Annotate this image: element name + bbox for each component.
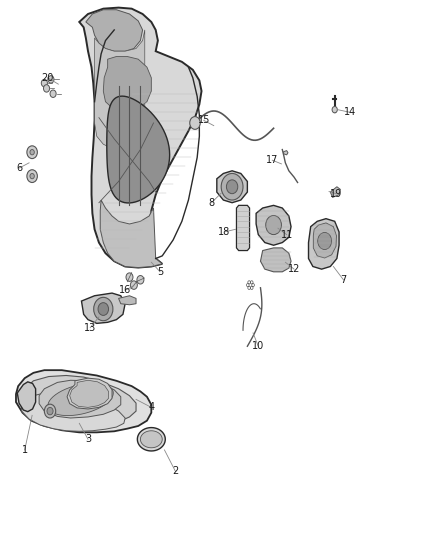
Circle shape <box>43 85 49 92</box>
Polygon shape <box>138 427 165 451</box>
Circle shape <box>94 297 113 321</box>
Circle shape <box>190 117 200 130</box>
Circle shape <box>27 146 37 159</box>
Text: 17: 17 <box>266 155 279 165</box>
Text: 6: 6 <box>16 163 22 173</box>
Circle shape <box>30 173 34 179</box>
Text: 14: 14 <box>344 107 356 117</box>
Polygon shape <box>67 378 112 409</box>
Text: 11: 11 <box>281 230 293 240</box>
Polygon shape <box>141 431 162 448</box>
Text: 1: 1 <box>21 445 28 455</box>
Polygon shape <box>21 375 136 426</box>
Circle shape <box>226 180 238 193</box>
Polygon shape <box>16 370 151 432</box>
Text: 12: 12 <box>288 264 300 274</box>
Circle shape <box>48 76 54 83</box>
Text: 3: 3 <box>85 434 91 445</box>
Text: 10: 10 <box>252 341 265 351</box>
Text: 19: 19 <box>330 189 342 199</box>
Polygon shape <box>330 187 340 197</box>
Text: 2: 2 <box>172 466 178 476</box>
Text: 16: 16 <box>119 286 131 295</box>
Polygon shape <box>81 293 125 324</box>
Text: 13: 13 <box>84 322 96 333</box>
Polygon shape <box>100 200 162 268</box>
Polygon shape <box>48 383 113 416</box>
Circle shape <box>318 232 332 249</box>
Polygon shape <box>308 219 339 269</box>
Polygon shape <box>70 380 109 407</box>
Text: 18: 18 <box>218 227 230 237</box>
Circle shape <box>30 150 34 155</box>
Circle shape <box>332 107 337 113</box>
Polygon shape <box>39 380 121 418</box>
Polygon shape <box>17 382 35 411</box>
Text: 8: 8 <box>208 198 215 208</box>
Polygon shape <box>86 10 143 51</box>
Circle shape <box>266 215 282 235</box>
Circle shape <box>50 90 56 98</box>
Polygon shape <box>261 248 291 272</box>
Polygon shape <box>21 393 125 431</box>
Polygon shape <box>256 205 291 245</box>
Circle shape <box>131 281 138 289</box>
Polygon shape <box>217 171 247 203</box>
Circle shape <box>44 404 56 418</box>
Circle shape <box>221 173 243 200</box>
Text: 4: 4 <box>148 402 154 413</box>
Polygon shape <box>79 7 201 268</box>
Polygon shape <box>237 205 250 251</box>
Polygon shape <box>119 296 136 305</box>
Text: 20: 20 <box>42 73 54 83</box>
Text: 15: 15 <box>198 115 210 125</box>
Circle shape <box>126 273 133 281</box>
Polygon shape <box>313 223 336 258</box>
Polygon shape <box>103 56 151 112</box>
Circle shape <box>98 303 109 316</box>
Circle shape <box>41 79 47 87</box>
Text: 5: 5 <box>157 267 163 277</box>
Polygon shape <box>95 30 145 155</box>
Circle shape <box>137 276 144 284</box>
Polygon shape <box>107 96 170 203</box>
Circle shape <box>47 407 53 415</box>
Text: 7: 7 <box>340 275 346 285</box>
Circle shape <box>27 169 37 182</box>
Polygon shape <box>284 151 288 155</box>
